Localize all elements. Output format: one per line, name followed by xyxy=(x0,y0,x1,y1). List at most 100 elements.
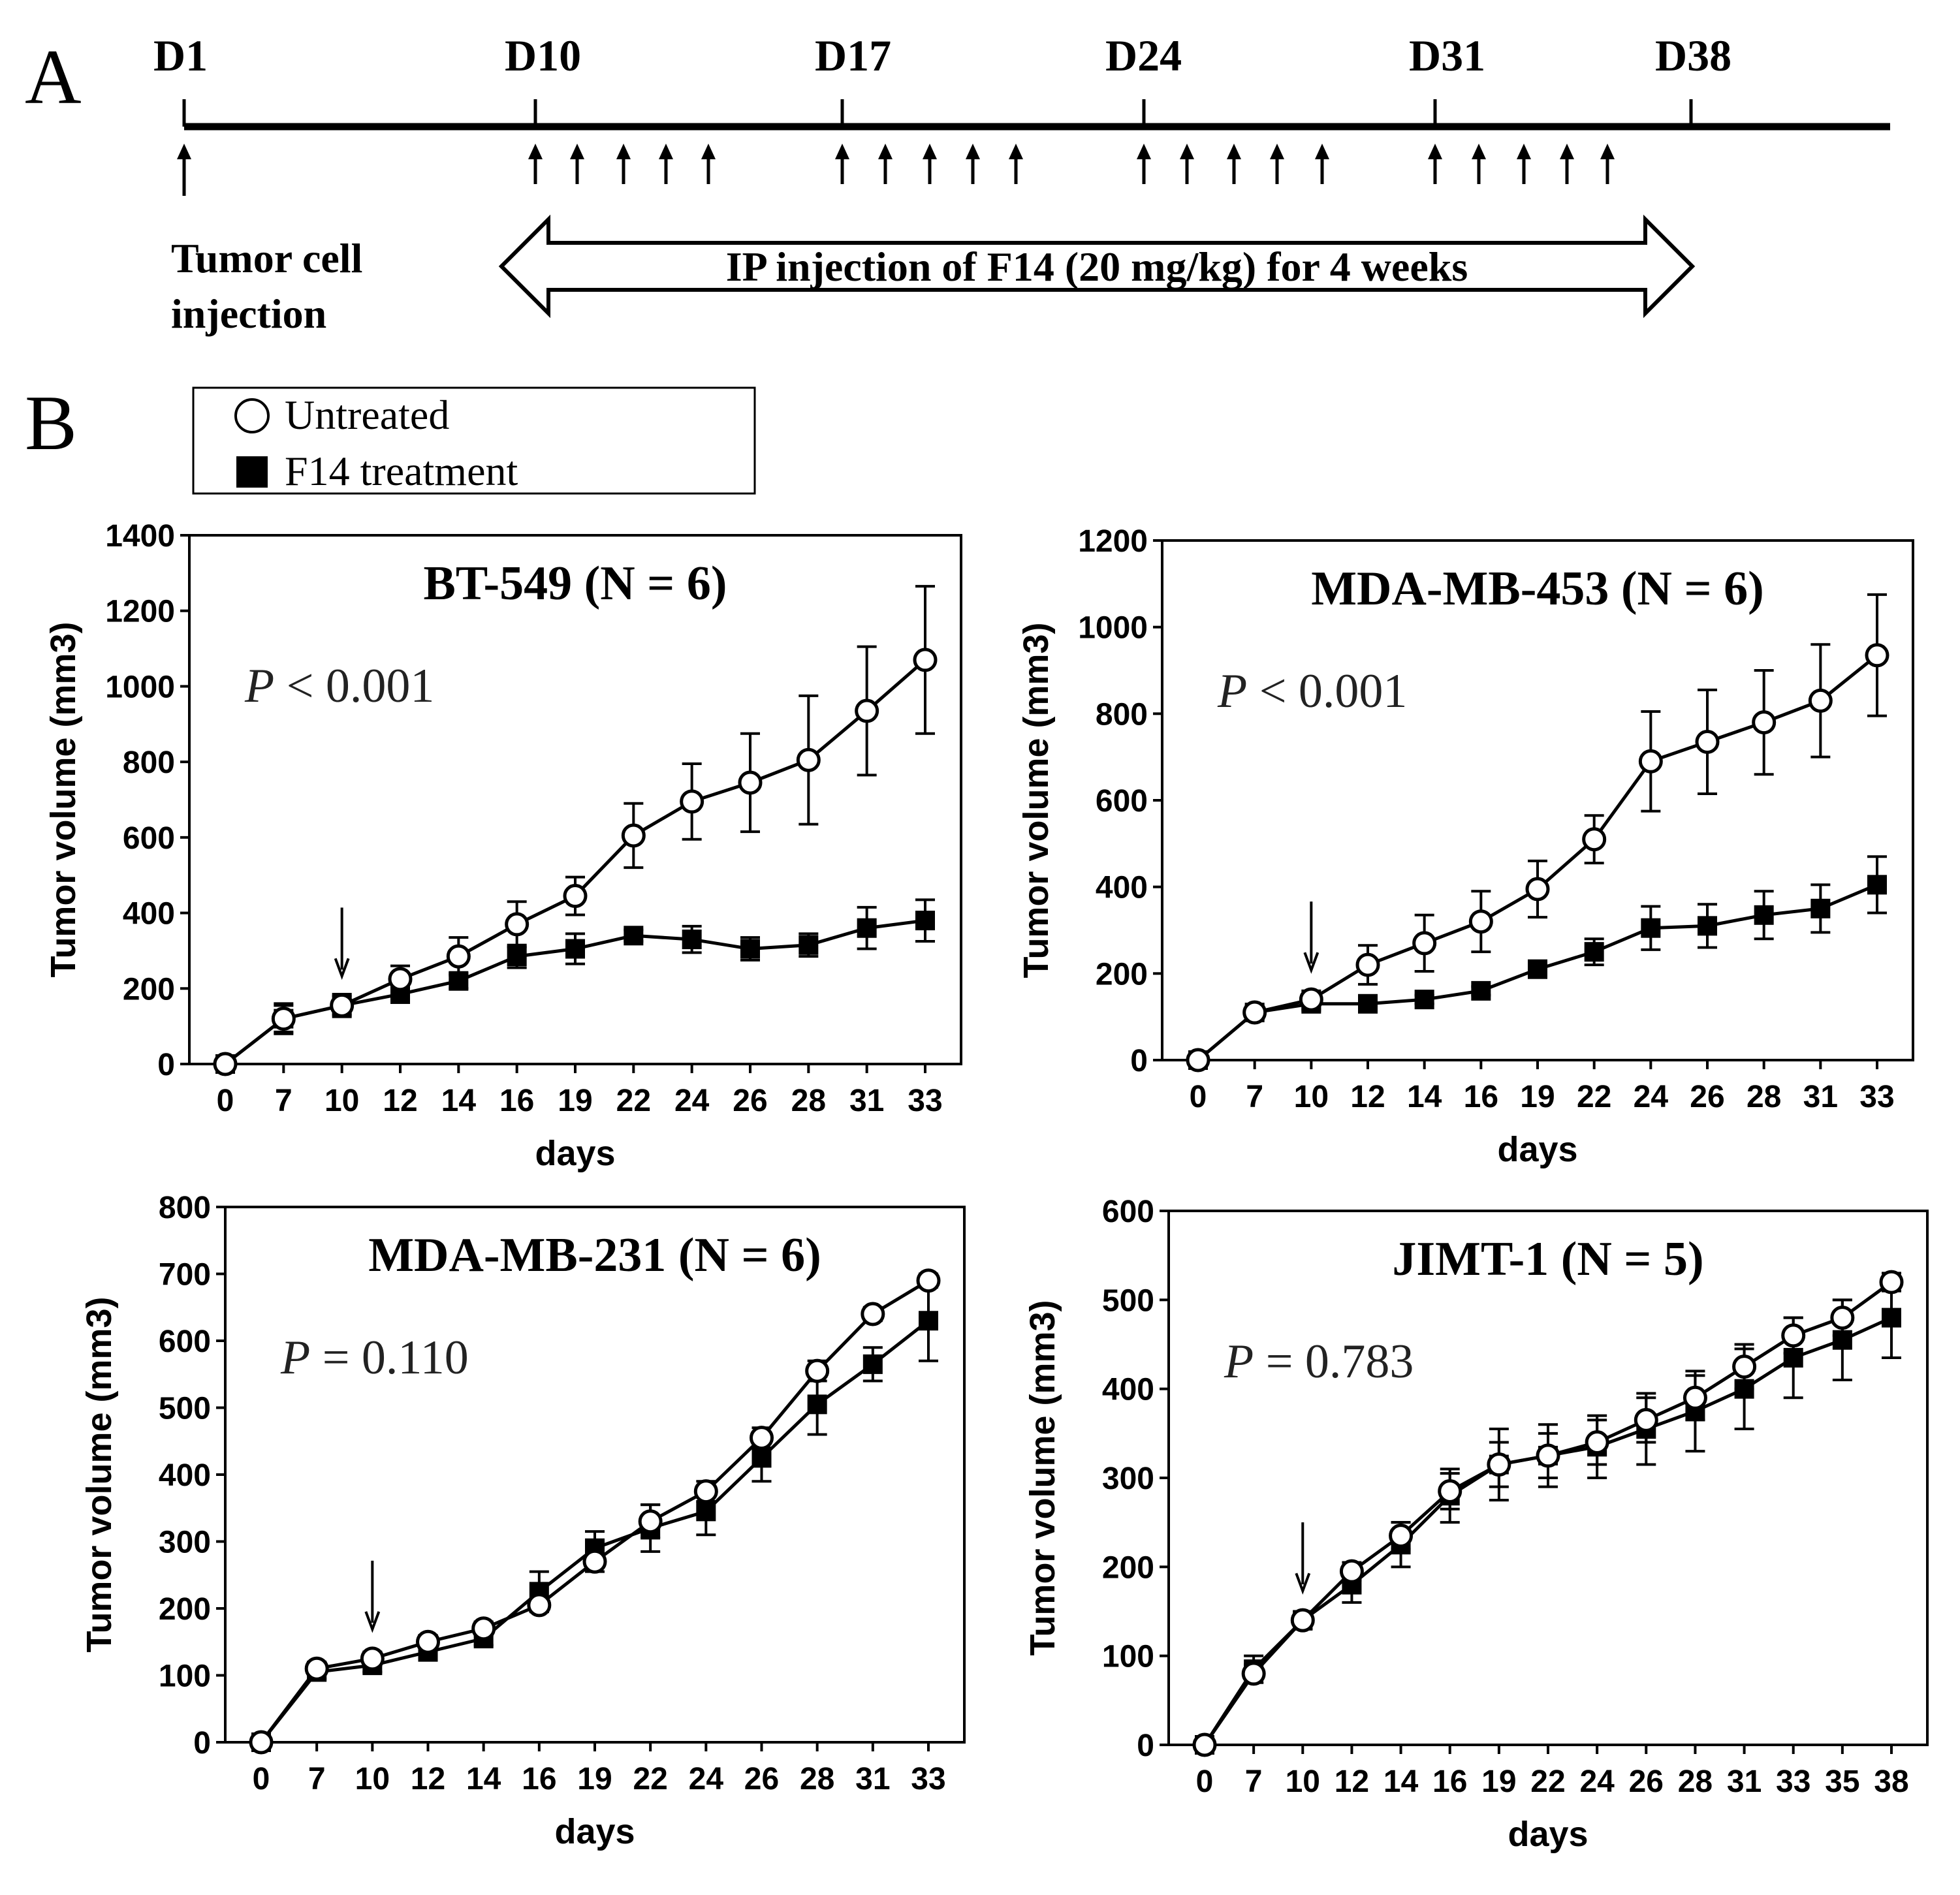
x-tick-label: 16 xyxy=(499,1084,534,1118)
treatment-start-arrow-head xyxy=(1295,1573,1311,1595)
data-point-untreated xyxy=(563,884,588,909)
x-tick-label: 28 xyxy=(791,1084,826,1118)
chart-title: MDA-MB-231 (N = 6) xyxy=(368,1229,821,1282)
x-tick-label: 16 xyxy=(1432,1764,1467,1799)
data-point-treated xyxy=(565,939,585,959)
legend-box xyxy=(192,386,756,495)
data-point-treated xyxy=(1882,1308,1901,1328)
data-point-untreated xyxy=(304,1656,329,1681)
timeline-ticks xyxy=(182,99,1693,127)
data-point-untreated xyxy=(1192,1732,1217,1757)
injection-arrow-head xyxy=(1517,144,1531,159)
x-tick-label: 12 xyxy=(383,1084,417,1118)
y-tick-label: 1000 xyxy=(105,670,175,704)
data-point-treated xyxy=(1641,918,1661,938)
timeline-day-label: D17 xyxy=(815,31,891,80)
treatment-start-arrow-head xyxy=(364,1611,381,1633)
data-point-untreated xyxy=(805,1358,830,1383)
injection-arrow-head xyxy=(616,144,631,159)
injection-arrow-head xyxy=(1227,144,1241,159)
tumor-injection-label-line2: injection xyxy=(171,290,326,337)
data-point-untreated xyxy=(1389,1524,1414,1548)
injection-arrow-head xyxy=(878,144,893,159)
filled-square-icon xyxy=(236,456,268,488)
data-point-untreated xyxy=(471,1616,496,1641)
data-point-treated xyxy=(1414,990,1434,1010)
timeline-day-label: D24 xyxy=(1105,31,1182,80)
data-point-untreated xyxy=(693,1479,718,1504)
series-f14-treatment xyxy=(215,898,935,1074)
series-untreated xyxy=(213,585,938,1076)
data-point-treated xyxy=(807,1394,827,1415)
x-tick-label: 10 xyxy=(355,1762,390,1796)
x-tick-label: 31 xyxy=(1803,1080,1838,1114)
data-point-untreated xyxy=(1732,1355,1757,1379)
y-tick-label: 400 xyxy=(1096,871,1148,905)
p-value: P = 0.110 xyxy=(280,1331,469,1385)
data-point-untreated xyxy=(680,789,704,814)
x-tick-label: 31 xyxy=(1727,1764,1762,1799)
injection-arrow-head xyxy=(1600,144,1615,159)
data-point-untreated xyxy=(855,698,879,723)
data-point-treated xyxy=(1754,905,1774,925)
injection-arrow-head xyxy=(1137,144,1151,159)
data-point-treated xyxy=(919,1311,938,1331)
injection-arrow-head xyxy=(835,144,849,159)
data-point-untreated xyxy=(1339,1559,1364,1584)
injection-arrow-head xyxy=(177,144,191,159)
x-tick-label: 24 xyxy=(674,1084,710,1118)
data-point-untreated xyxy=(750,1426,774,1450)
chart-1: 0 200 400 600 800 1000 1200 0 7 10 12 14 16 19 22 24 26 2… xyxy=(1017,524,1914,1169)
x-tick-label: 19 xyxy=(1481,1764,1516,1799)
data-point-untreated xyxy=(446,944,471,969)
chart-2: 0 100 200 300 400 500 600 700 800 0 7 10 12 14 16 19 22 2… xyxy=(80,1191,966,1851)
y-tick-label: 200 xyxy=(123,972,175,1007)
data-point-untreated xyxy=(1242,1000,1267,1025)
x-tick-label: 24 xyxy=(689,1762,724,1796)
x-tick-label: 19 xyxy=(577,1762,612,1796)
x-tick-label: 7 xyxy=(308,1762,326,1796)
panel-b: B Untreated F14 treatment 0 200 400 600 800 1… xyxy=(25,379,1929,1854)
data-point-untreated xyxy=(213,1052,238,1076)
y-tick-label: 400 xyxy=(123,897,175,932)
injection-period-arrow xyxy=(498,214,1696,319)
x-tick-label: 0 xyxy=(253,1762,270,1796)
x-tick-label: 28 xyxy=(1747,1080,1781,1114)
panel-b-letter: B xyxy=(25,379,77,466)
injection-arrows xyxy=(177,144,1615,196)
p-value: P = 0.783 xyxy=(1224,1335,1414,1388)
data-point-untreated xyxy=(360,1646,385,1671)
data-point-untreated xyxy=(1186,1048,1210,1073)
injection-arrow-head xyxy=(1472,144,1486,159)
y-tick-label: 800 xyxy=(123,745,175,780)
p-value: P < 0.001 xyxy=(244,659,434,713)
p-symbol: P xyxy=(280,1331,310,1385)
legend: Untreated F14 treatment xyxy=(192,386,756,495)
y-tick-label: 1400 xyxy=(105,519,175,554)
x-tick-label: 26 xyxy=(1629,1764,1664,1799)
chart-title: MDA-MB-453 (N = 6) xyxy=(1311,562,1764,616)
x-tick-label: 19 xyxy=(1520,1080,1555,1114)
data-point-treated xyxy=(624,926,644,946)
data-point-untreated xyxy=(1438,1479,1462,1503)
x-tick-label: 31 xyxy=(855,1762,890,1796)
y-axis-label: Tumor volume (mm3) xyxy=(44,621,83,977)
p-value-text: = 0.783 xyxy=(1254,1335,1414,1388)
timeline-day-label: D38 xyxy=(1655,31,1731,80)
data-point-treated xyxy=(507,947,527,967)
y-tick-label: 0 xyxy=(1137,1729,1154,1763)
data-point-treated xyxy=(862,1354,883,1374)
y-tick-label: 200 xyxy=(159,1592,211,1627)
data-point-untreated xyxy=(1695,729,1720,754)
p-value-text: < 0.001 xyxy=(1247,665,1407,718)
data-point-untreated xyxy=(1808,688,1833,713)
x-tick-label: 12 xyxy=(1350,1080,1385,1114)
y-tick-label: 0 xyxy=(157,1048,175,1082)
panel-a: A D1 D10 D17 D24 D31 D38 Tumor cell inje… xyxy=(25,31,1890,337)
x-tick-label: 7 xyxy=(1245,1764,1263,1799)
data-point-untreated xyxy=(505,912,530,937)
y-tick-label: 600 xyxy=(1102,1195,1154,1229)
y-axis-label: Tumor volume (mm3) xyxy=(1017,622,1056,978)
series-untreated xyxy=(1192,1270,1904,1757)
